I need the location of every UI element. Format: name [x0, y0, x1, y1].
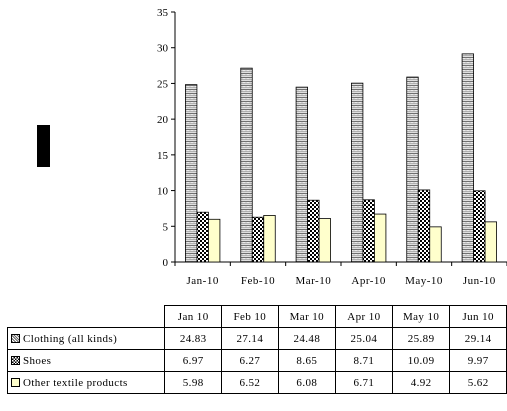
data-table: Jan 10 Feb 10 Mar 10 Apr 10 May 10 Jun 10 Clot…	[6, 305, 507, 394]
table-value-cell: 6.08	[277, 371, 336, 394]
table-value-cell: 6.71	[334, 371, 393, 394]
table-corner	[8, 306, 165, 328]
table-column-header: Feb 10	[220, 305, 279, 328]
bar-other-textile-products	[429, 226, 442, 263]
bar-other-textile-products	[374, 213, 387, 263]
table-value-cell: 24.48	[277, 327, 336, 350]
table-value-cell: 4.92	[391, 371, 451, 394]
bar-shoes	[307, 199, 320, 263]
series-name-label: Shoes	[23, 354, 52, 367]
bar-shoes	[196, 211, 209, 263]
table-value-cell: 27.14	[220, 327, 279, 350]
bar-other-textile-products	[318, 218, 331, 263]
series-name-label: Clothing (all kinds)	[23, 332, 118, 345]
table-value-cell: 25.89	[391, 327, 451, 350]
y-tick-label: 20	[157, 114, 169, 126]
x-tick-label: Jun-10	[463, 275, 496, 287]
table-value-cell: 8.71	[334, 349, 393, 372]
bar-shoes	[362, 199, 375, 263]
bar-clothing-all-kinds	[461, 53, 474, 263]
y-tick-label: 35	[157, 7, 169, 19]
table-column-header: Mar 10	[277, 305, 336, 328]
table-value-cell: 29.14	[449, 327, 507, 350]
table-value-cell: 10.09	[391, 349, 451, 372]
x-tick-label: Mar-10	[295, 275, 331, 287]
legend-key-icon	[11, 355, 20, 365]
bars	[185, 53, 497, 263]
y-tick-label: 5	[163, 221, 169, 233]
bar-clothing-all-kinds	[240, 67, 253, 263]
table-value-cell: 6.97	[164, 349, 222, 372]
series-name-cell: Clothing (all kinds)	[6, 327, 166, 350]
y-axis-label-block	[37, 125, 50, 167]
table-value-cell: 24.83	[164, 327, 222, 350]
bar-other-textile-products	[208, 218, 221, 263]
x-tick-label: Apr-10	[351, 275, 386, 287]
series-name-cell: Shoes	[6, 349, 166, 372]
table-column-header: Apr 10	[334, 305, 393, 328]
series-name-label: Other textile products	[23, 376, 128, 389]
y-tick-label: 15	[157, 150, 169, 162]
table-row: Shoes 6.97 6.27 8.65 8.71 10.09 9.97	[6, 349, 507, 372]
table-column-header: Jan 10	[164, 305, 222, 328]
table-value-cell: 5.62	[449, 371, 507, 394]
y-tick-label: 30	[157, 43, 169, 55]
x-tick-label: May-10	[405, 275, 443, 287]
axes	[171, 11, 507, 266]
bar-other-textile-products	[484, 221, 497, 263]
table-header-row: Jan 10 Feb 10 Mar 10 Apr 10 May 10 Jun 10	[8, 305, 507, 328]
legend-key-icon	[11, 377, 20, 387]
table-row: Other textile products 5.98 6.52 6.08 6.71 4.…	[6, 371, 507, 394]
bar-chart: 0 5 10 15 20 25 30 35 Jan-10 Feb-10 Mar-10 Apr-10 Ma…	[157, 7, 507, 287]
bar-shoes	[251, 216, 265, 263]
table-value-cell: 25.04	[334, 327, 393, 350]
x-tick-label: Feb-10	[241, 275, 275, 287]
series-name-cell: Other textile products	[6, 371, 166, 394]
tick-labels: 0 5 10 15 20 25 30 35 Jan-10 Feb-10 Mar-10 Apr-10 Ma…	[157, 7, 496, 287]
table-column-header: Jun 10	[449, 305, 507, 328]
table-value-cell: 5.98	[164, 371, 222, 394]
table-value-cell: 6.27	[220, 349, 279, 372]
y-tick-label: 0	[163, 257, 169, 269]
table-row: Clothing (all kinds) 24.83 27.14 24.48 25.04…	[6, 327, 507, 350]
bar-other-textile-products	[263, 215, 276, 263]
bar-clothing-all-kinds	[185, 84, 198, 263]
table-column-header: May 10	[391, 305, 451, 328]
bar-clothing-all-kinds	[295, 86, 308, 263]
table-value-cell: 9.97	[449, 349, 507, 372]
x-tick-label: Jan-10	[187, 275, 219, 287]
legend-key-icon	[11, 333, 20, 343]
y-tick-label: 10	[157, 186, 169, 198]
bar-clothing-all-kinds	[406, 76, 419, 263]
bar-shoes	[473, 190, 486, 263]
bar-shoes	[417, 189, 431, 263]
table-value-cell: 8.65	[277, 349, 336, 372]
bar-clothing-all-kinds	[351, 82, 364, 263]
y-tick-label: 25	[157, 78, 169, 90]
table-value-cell: 6.52	[220, 371, 279, 394]
